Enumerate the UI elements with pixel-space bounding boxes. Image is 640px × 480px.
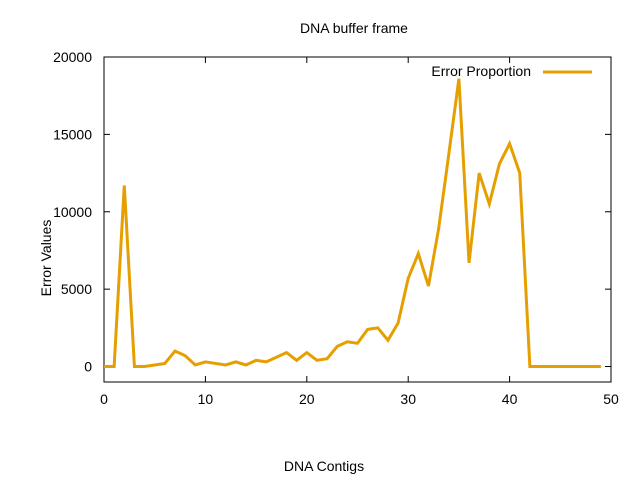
plot-frame (103, 56, 612, 383)
y-tick-label: 15000 (53, 126, 92, 142)
y-tick-label: 0 (84, 359, 92, 375)
series-group (104, 78, 601, 369)
x-axis-title: DNA Contigs (284, 458, 364, 474)
x-tick-label: 20 (299, 391, 315, 407)
x-tick-label: 50 (603, 391, 619, 407)
x-tick-label: 10 (198, 391, 214, 407)
series-line-error-proportion (104, 78, 601, 369)
x-tick-label: 30 (400, 391, 416, 407)
x-tick-label: 40 (502, 391, 518, 407)
plot-frame-border (103, 56, 612, 383)
chart-title: DNA buffer frame (300, 20, 408, 36)
y-tick-label: 10000 (53, 204, 92, 220)
legend: Error Proportion (431, 63, 592, 79)
x-tick-label: 0 (100, 391, 108, 407)
y-tick-label: 20000 (53, 49, 92, 65)
y-tick-label: 5000 (61, 281, 92, 297)
legend-label: Error Proportion (431, 63, 531, 79)
y-axis-title: Error Values (38, 220, 54, 297)
x-axis-ticks: 0 10 20 30 40 50 (100, 57, 619, 407)
